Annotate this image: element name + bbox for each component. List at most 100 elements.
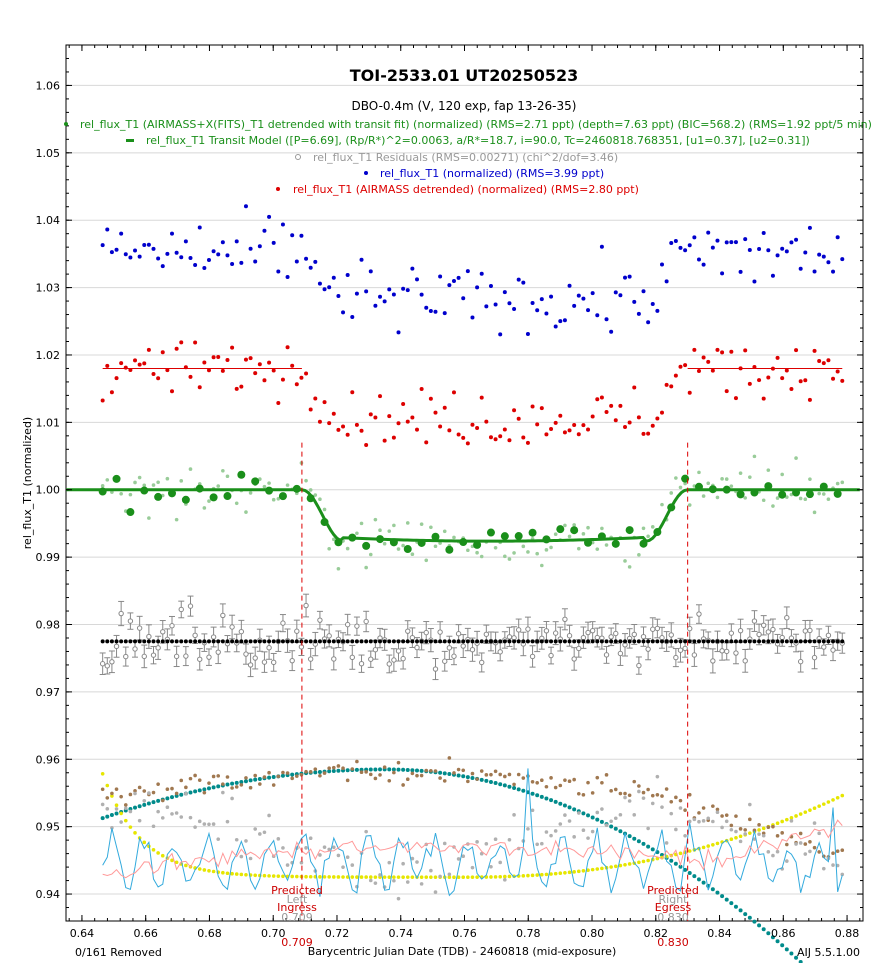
legend-entry-residuals: rel_flux_T1 Residuals (RMS=0.00271) (chi… (313, 151, 618, 164)
airmass-detrended-point (271, 368, 276, 373)
airmass-point (146, 801, 151, 806)
binned-point (237, 470, 246, 479)
normalized-point (636, 311, 641, 316)
comp-yellow-point (447, 875, 452, 879)
detrended-point (646, 534, 650, 539)
comp-yellow-point (812, 806, 817, 810)
detrended-point (207, 499, 211, 503)
x-tick-label: 0.68 (197, 927, 222, 940)
airmass-detrended-point (137, 362, 142, 367)
detrended-point (600, 526, 604, 531)
residual-point (506, 634, 513, 640)
airmass-detrended-point (479, 395, 484, 400)
comp-yellow-point (711, 842, 715, 847)
residual-model-point (350, 639, 355, 644)
residual-point (751, 618, 758, 624)
comp-brown-point (364, 770, 368, 774)
comp-silver-point (392, 878, 396, 883)
normalized-point (253, 259, 258, 264)
normalized-point (317, 281, 322, 286)
normalized-point (807, 225, 812, 230)
detrended-point (151, 483, 156, 487)
egress-value-gray: 0.830 (657, 911, 689, 924)
sky-background-line (102, 768, 843, 897)
normalized-point (826, 260, 831, 265)
normalized-point (378, 294, 383, 299)
detrended-point (156, 480, 160, 485)
comp-yellow-point (780, 819, 784, 824)
airmass-point (137, 804, 142, 809)
detrended-point (549, 545, 553, 550)
comp-silver-point (461, 854, 466, 859)
residual-model-point (170, 639, 175, 644)
normalized-point (151, 246, 156, 251)
residual-model-point (119, 639, 124, 644)
detrended-point (775, 496, 780, 500)
airmass-detrended-point (567, 428, 572, 433)
comp-silver-point (512, 813, 516, 817)
comp-silver-point (831, 863, 835, 867)
detrended-point (221, 468, 225, 473)
detrended-point (410, 552, 415, 557)
airmass-point (535, 793, 540, 798)
comp-silver-point (743, 832, 748, 836)
residual-point (289, 657, 295, 664)
detrended-point (521, 544, 526, 549)
detrended-point (322, 507, 327, 512)
residual-model-point (553, 639, 558, 644)
airmass-detrended-point (160, 350, 165, 355)
normalized-point (193, 263, 198, 268)
residual-model-point (345, 639, 350, 644)
airmass-point (609, 824, 614, 829)
airmass-detrended-point (313, 396, 318, 401)
detrended-point (133, 480, 137, 485)
legend-marker-red (276, 187, 280, 191)
normalized-point (456, 275, 461, 280)
comp-brown-point (396, 760, 401, 765)
residual-model-point (387, 639, 392, 644)
normalized-point (567, 283, 572, 288)
airmass-point (133, 805, 138, 810)
comp-brown-point (197, 778, 202, 782)
comp-brown-point (674, 795, 678, 800)
airmass-detrended-point (197, 385, 202, 390)
normalized-point (276, 269, 281, 274)
residual-model-point (183, 639, 188, 644)
residual-model-point (733, 639, 738, 644)
airmass-point (683, 867, 688, 872)
comp-brown-point (244, 776, 248, 780)
residual-point (765, 629, 772, 635)
airmass-point (512, 785, 517, 790)
comp-yellow-point (341, 875, 345, 879)
residual-model-point (706, 639, 711, 644)
airmass-detrended-point (461, 435, 466, 440)
comp-yellow-point (271, 874, 276, 878)
comp-brown-point (327, 766, 331, 770)
airmass-detrended-point (840, 378, 845, 383)
comp-yellow-point (563, 870, 567, 875)
x-tick-label: 0.86 (771, 927, 796, 940)
residual-model-point (683, 639, 688, 644)
normalized-point (142, 243, 147, 248)
airmass-point (562, 803, 567, 808)
residual-model-point (710, 639, 715, 644)
airmass-detrended-point (757, 378, 762, 383)
residual-point (719, 648, 725, 654)
normalized-point (220, 240, 225, 245)
comp-brown-point (817, 850, 821, 854)
comp-silver-point (225, 819, 230, 824)
residual-model-point (655, 639, 660, 644)
residual-model-point (484, 639, 489, 644)
airmass-point (775, 939, 780, 944)
comp-silver-point (664, 841, 669, 845)
residual-model-point (253, 639, 258, 644)
airmass-detrended-point (123, 365, 128, 370)
detrended-point (313, 493, 318, 497)
comp-yellow-point (701, 845, 706, 850)
comp-brown-point (655, 792, 660, 797)
normalized-point (308, 265, 313, 270)
comp-silver-point (724, 819, 729, 824)
comp-silver-point (165, 805, 170, 809)
residual-point (423, 629, 429, 636)
binned-point (473, 540, 482, 549)
